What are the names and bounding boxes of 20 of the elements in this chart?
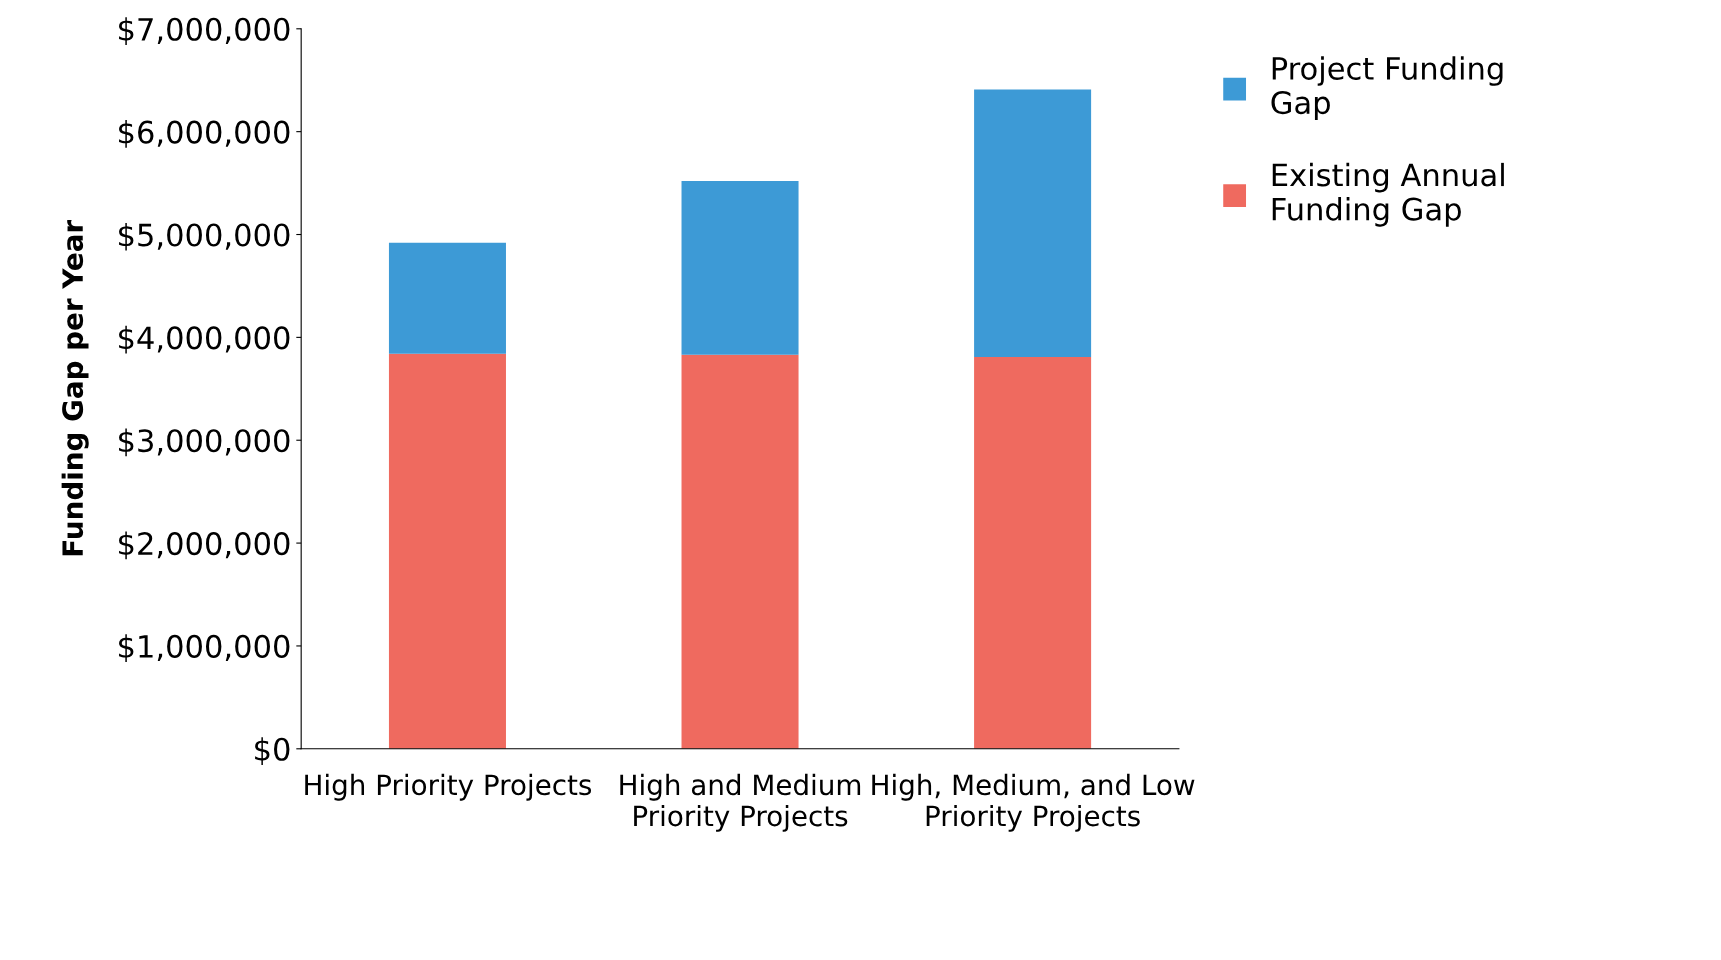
x-tick-label: High and Medium Priority Projects [620,773,861,832]
y-tick-label: $4,000,000 [119,325,290,354]
y-axis-title: Funding Gap per Year [61,219,89,556]
y-tick-label: $6,000,000 [119,120,290,148]
bar [974,356,1092,749]
y-tick-label: $0 [255,737,290,765]
x-tick-label: High, Medium, and Low Priority Projects [872,773,1195,832]
bar [681,354,799,749]
legend-label: Project Funding Gap [1271,56,1503,121]
y-tick-label: $1,000,000 [119,634,290,663]
y-tick-label: $7,000,000 [119,17,290,45]
x-tick-label: High Priority Projects [305,773,592,801]
bar [388,353,506,749]
bar [388,242,506,354]
y-tick-label: $5,000,000 [119,222,290,251]
y-tick-label: $2,000,000 [119,531,290,560]
bar [681,181,799,355]
bar [974,89,1092,357]
legend-label: Existing Annual Funding Gap [1272,162,1504,227]
y-tick-label: $3,000,000 [119,428,290,457]
